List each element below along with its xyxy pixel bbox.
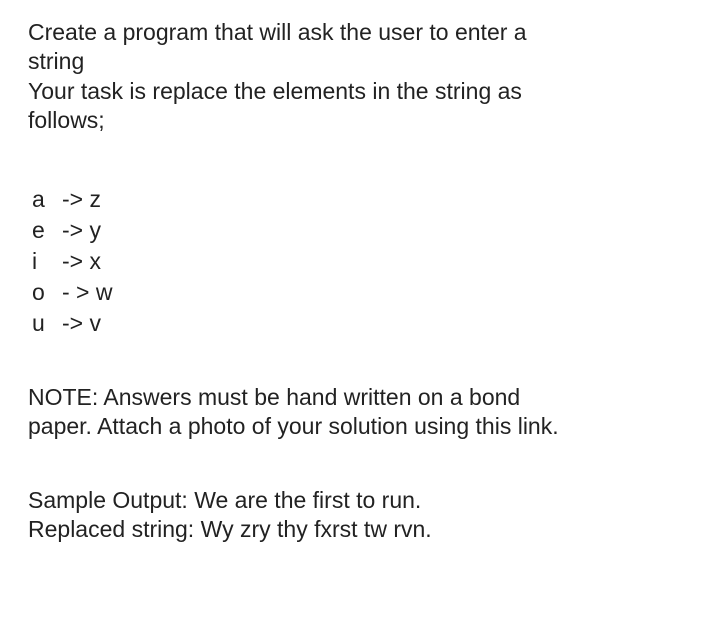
sample-line-2: Replaced string: Wy zry thy fxrst tw rvn… — [28, 515, 692, 544]
mapping-from: e — [32, 215, 62, 246]
mapping-row: a -> z — [32, 184, 692, 215]
note-line-1: NOTE: Answers must be hand written on a … — [28, 383, 692, 412]
mapping-to: -> z — [62, 184, 101, 215]
intro-paragraph: Create a program that will ask the user … — [28, 18, 692, 136]
mapping-row: o - > w — [32, 277, 692, 308]
mapping-row: e -> y — [32, 215, 692, 246]
mapping-to: -> v — [62, 308, 101, 339]
intro-line-2: string — [28, 47, 692, 76]
mapping-to: -> x — [62, 246, 101, 277]
mapping-from: a — [32, 184, 62, 215]
note-line-2: paper. Attach a photo of your solution u… — [28, 412, 692, 441]
mapping-row: i -> x — [32, 246, 692, 277]
intro-line-1: Create a program that will ask the user … — [28, 18, 692, 47]
mapping-from: u — [32, 308, 62, 339]
intro-line-4: follows; — [28, 106, 692, 135]
mapping-to: -> y — [62, 215, 101, 246]
mapping-to: - > w — [62, 277, 112, 308]
sample-line-1: Sample Output: We are the first to run. — [28, 486, 692, 515]
note-paragraph: NOTE: Answers must be hand written on a … — [28, 383, 692, 442]
intro-line-3: Your task is replace the elements in the… — [28, 77, 692, 106]
sample-output: Sample Output: We are the first to run. … — [28, 486, 692, 545]
mapping-from: o — [32, 277, 62, 308]
mappings-list: a -> z e -> y i -> x o - > w u -> v — [32, 184, 692, 339]
mapping-from: i — [32, 246, 62, 277]
mapping-row: u -> v — [32, 308, 692, 339]
